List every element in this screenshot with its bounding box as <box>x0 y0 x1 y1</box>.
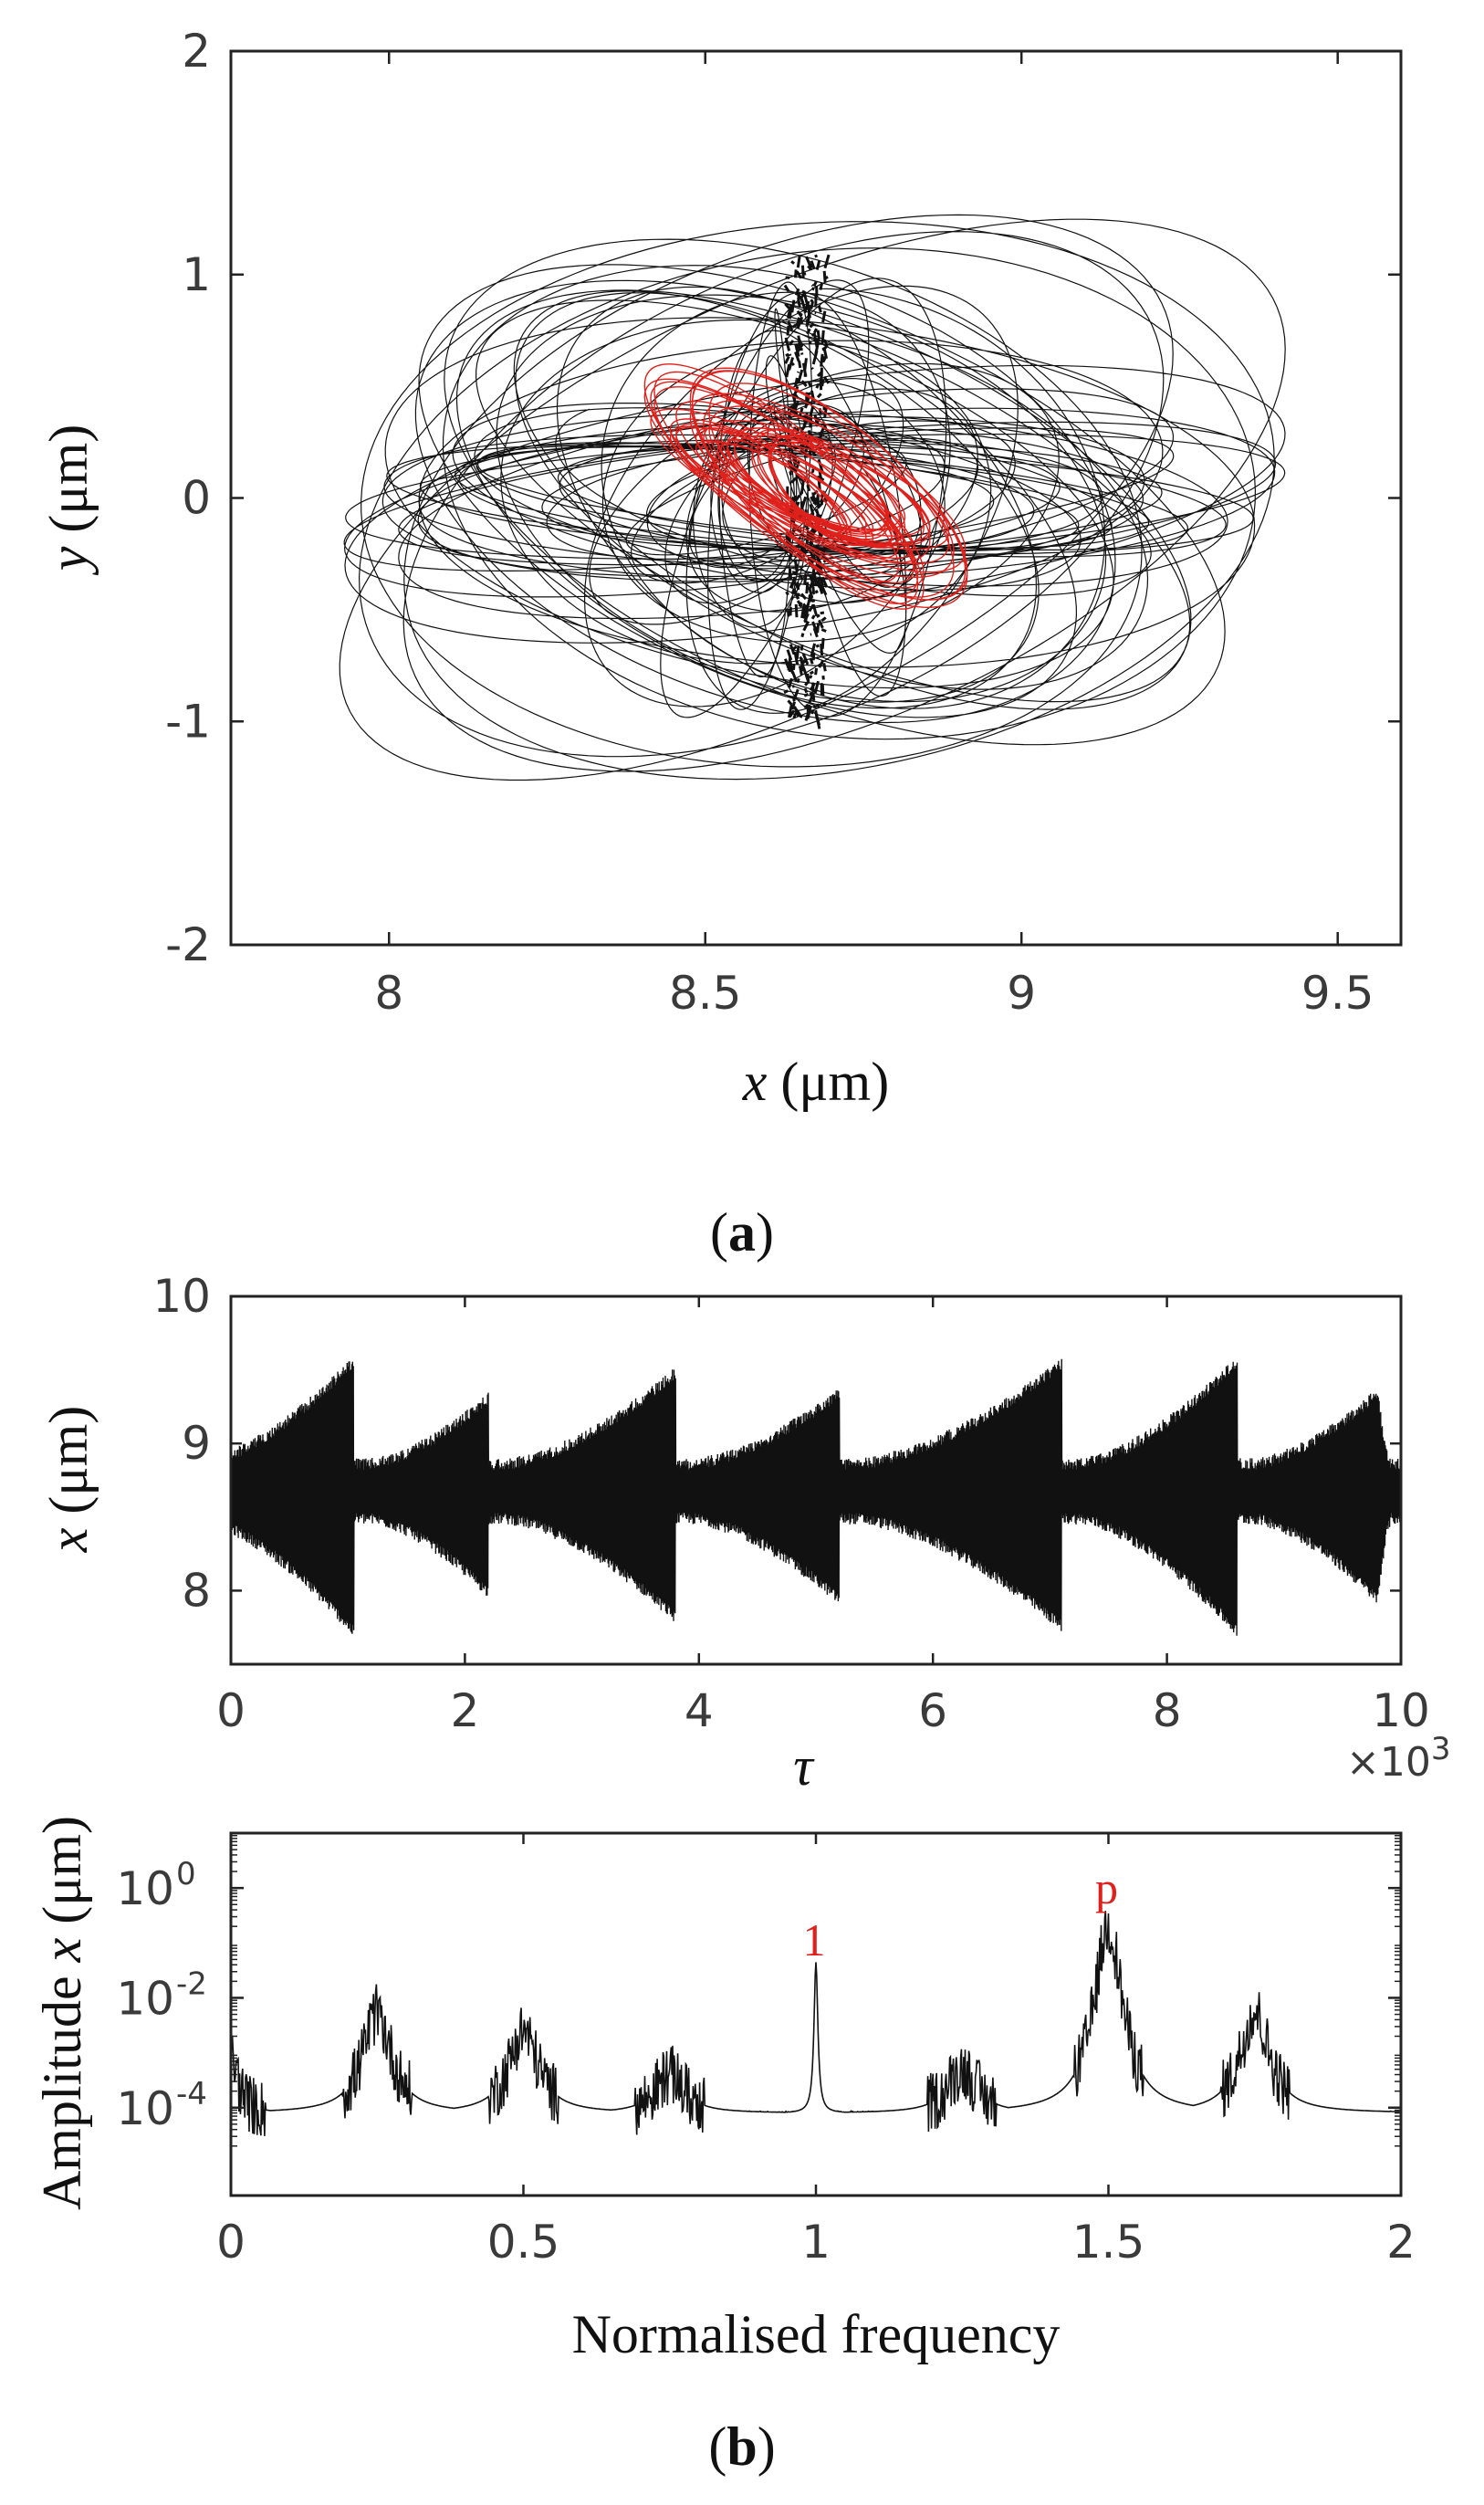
time-series-x-axis-label: τ <box>793 1736 815 1797</box>
spectrum-x-tick-label: 2 <box>1386 2216 1416 2269</box>
orbit-y-tick-label: -2 <box>165 918 211 971</box>
caption-b: (b) <box>708 2416 775 2477</box>
orbit-ticks: 8 8.5 9 9.5 2 1 0 -1 -2 <box>165 25 1401 1020</box>
orbit-y-tick-label: 0 <box>182 472 211 525</box>
time-series-x-exponent: ×103 <box>1346 1731 1451 1786</box>
orbit-dense-band <box>783 254 831 729</box>
spectrum-x-tick-label: 0 <box>216 2216 246 2269</box>
time-series-plot-area <box>230 1358 1402 1636</box>
spectrum-plot-area <box>230 1911 1401 2136</box>
spectrum-y-axis-label: Amplitude x (μm) <box>32 1816 92 2210</box>
spectrum-y-tick-exponent: 0 <box>176 1856 196 1892</box>
spectrum-y-tick-exponent: -4 <box>176 2076 207 2112</box>
orbit-y-tick-label: -1 <box>165 695 211 748</box>
orbit-x-axis-label: x (μm) <box>742 1052 889 1112</box>
orbit-red-trajectory <box>643 363 968 610</box>
orbit-y-tick-label: 1 <box>182 248 211 301</box>
spectrum-line <box>230 1911 1401 2136</box>
time-series-x-tick-label: 0 <box>216 1684 246 1737</box>
time-series-y-tick-label: 8 <box>182 1564 211 1617</box>
spectrum-y-tick-label: 10 <box>116 1862 174 1915</box>
orbit-plot-area <box>339 214 1286 781</box>
chart-time-series: 0 2 4 6 8 10 10 9 8 τ ×103 x (μm) <box>38 1270 1451 1797</box>
caption-a: (a) <box>710 1202 774 1263</box>
spectrum-x-tick-label: 0.5 <box>487 2216 560 2269</box>
spectrum-peak-annotation: p <box>1095 1862 1118 1913</box>
spectrum-axes-frame <box>229 1831 1403 2197</box>
orbit-x-tick-label: 8.5 <box>669 967 742 1020</box>
orbit-y-axis-label: y (μm) <box>38 424 99 576</box>
time-series-y-axis-label: x (μm) <box>38 1406 99 1553</box>
spectrum-y-tick-label: 10 <box>116 2082 174 2135</box>
time-series-y-tick-label: 9 <box>182 1417 211 1470</box>
time-series-ticks: 0 2 4 6 8 10 10 9 8 <box>152 1270 1429 1737</box>
orbit-x-tick-label: 9.5 <box>1301 967 1374 1020</box>
time-series-x-tick-label: 4 <box>685 1684 714 1737</box>
time-series-y-tick-label: 10 <box>152 1270 211 1323</box>
time-series-x-tick-label: 6 <box>918 1684 947 1737</box>
time-series-x-tick-label: 8 <box>1153 1684 1182 1737</box>
orbit-black-trajectory <box>339 214 1286 781</box>
spectrum-x-axis-label: Normalised frequency <box>572 2304 1061 2364</box>
time-series-axes-frame <box>229 1294 1403 1666</box>
spectrum-x-tick-label: 1.5 <box>1072 2216 1145 2269</box>
time-series-x-tick-label: 2 <box>450 1684 479 1737</box>
spectrum-y-tick-label: 10 <box>116 1972 174 2025</box>
orbit-x-tick-label: 8 <box>374 967 403 1020</box>
spectrum-y-tick-exponent: -2 <box>176 1965 207 2002</box>
spectrum-annotations: 1p <box>803 1862 1119 1965</box>
time-series-line <box>230 1358 1402 1636</box>
orbit-x-tick-label: 9 <box>1007 967 1036 1020</box>
time-series-x-tick-label: 10 <box>1372 1684 1430 1737</box>
spectrum-peak-annotation: 1 <box>803 1914 826 1965</box>
spectrum-x-tick-label: 1 <box>801 2216 831 2269</box>
chart-orbit: 8 8.5 9 9.5 2 1 0 -1 -2 x (μm) y (μm) <box>38 25 1403 1112</box>
orbit-y-tick-label: 2 <box>182 25 211 78</box>
